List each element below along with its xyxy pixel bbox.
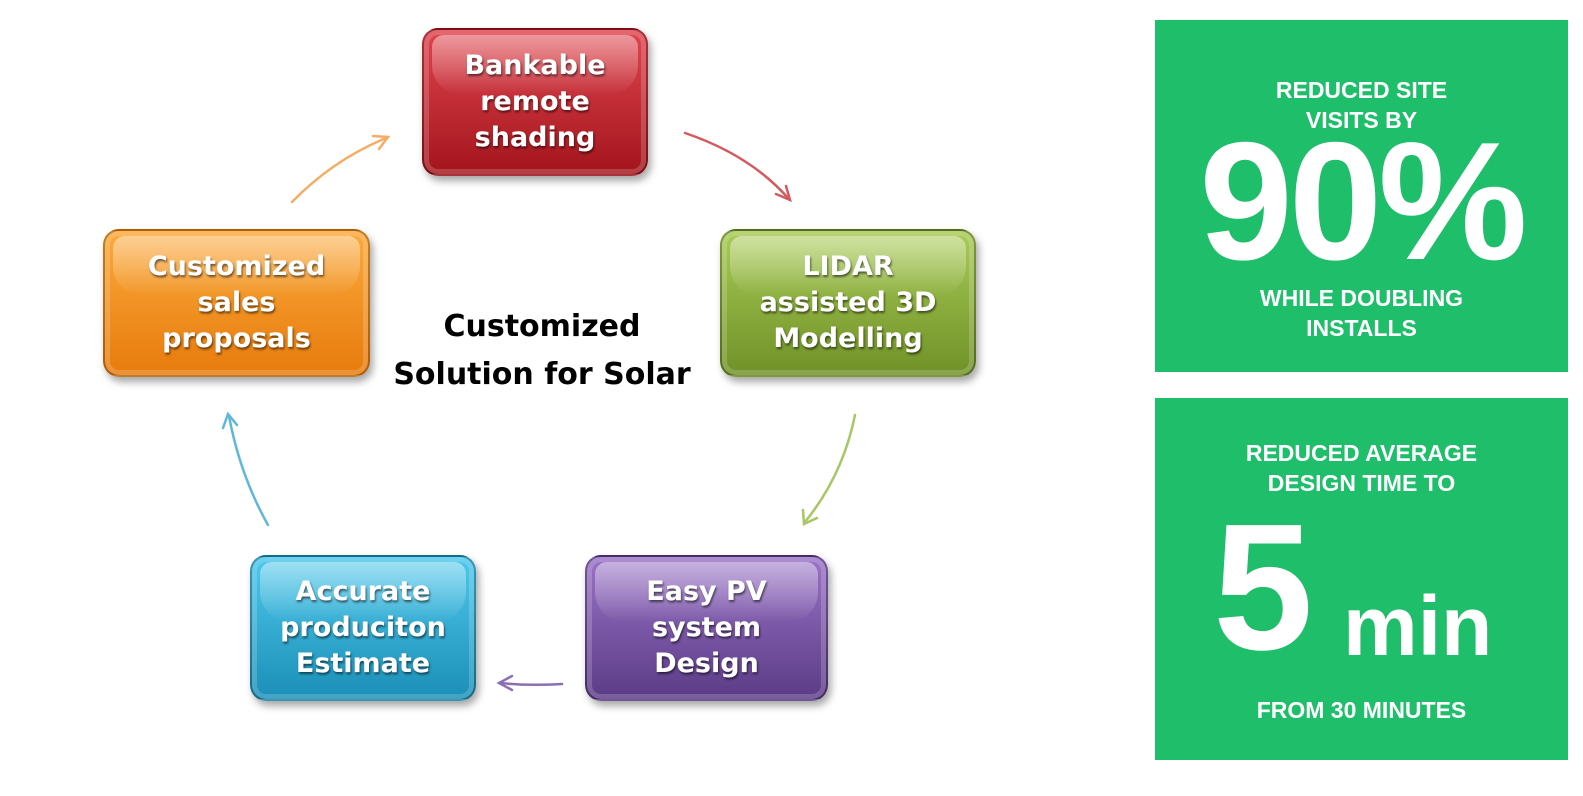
stat-top-label: REDUCED AVERAGE DESIGN TIME TO [1245,440,1478,496]
node-easy-pv-design: Easy PV system Design [585,555,828,701]
arrow-pvdesign-to-estimate [498,681,564,687]
stat-bottom-label: WHILE DOUBLING INSTALLS [1259,285,1464,341]
stat-card-design-time: REDUCED AVERAGE DESIGN TIME TO 5 min FRO… [1155,398,1568,760]
node-lidar-3d-modelling: LIDAR assisted 3D Modelling [720,229,976,377]
stat-unit: min [1343,579,1493,673]
arrow-estimate-to-proposal [227,414,270,527]
stat-top-label: REDUCED SITE VISITS BY [1275,77,1448,133]
node-label: LIDAR assisted 3D Modelling [759,251,937,354]
stat-value: 90% [1199,107,1527,295]
stat-value-row: 5 min [1155,498,1568,678]
node-label: Bankable remote shading [464,50,606,153]
node-sales-proposals: Customized sales proposals [103,229,370,377]
node-production-estimate: Accurate produciton Estimate [250,555,476,701]
node-label: Easy PV system Design [646,576,767,679]
node-bankable-remote-shading: Bankable remote shading [422,28,648,176]
node-label: Accurate produciton Estimate [280,576,446,679]
arrow-proposal-to-shading [290,136,388,204]
arrow-shading-to-lidar [683,131,790,200]
stat-value: 5 [1213,487,1314,688]
arrow-lidar-to-pvdesign [803,413,857,524]
stat-bottom-label: FROM 30 MINUTES [1256,697,1467,723]
diagram-center-title: Customized Solution for Solar [393,309,691,392]
stat-card-site-visits: REDUCED SITE VISITS BY 90% WHILE DOUBLIN… [1155,20,1568,372]
node-label: Customized sales proposals [147,251,326,354]
